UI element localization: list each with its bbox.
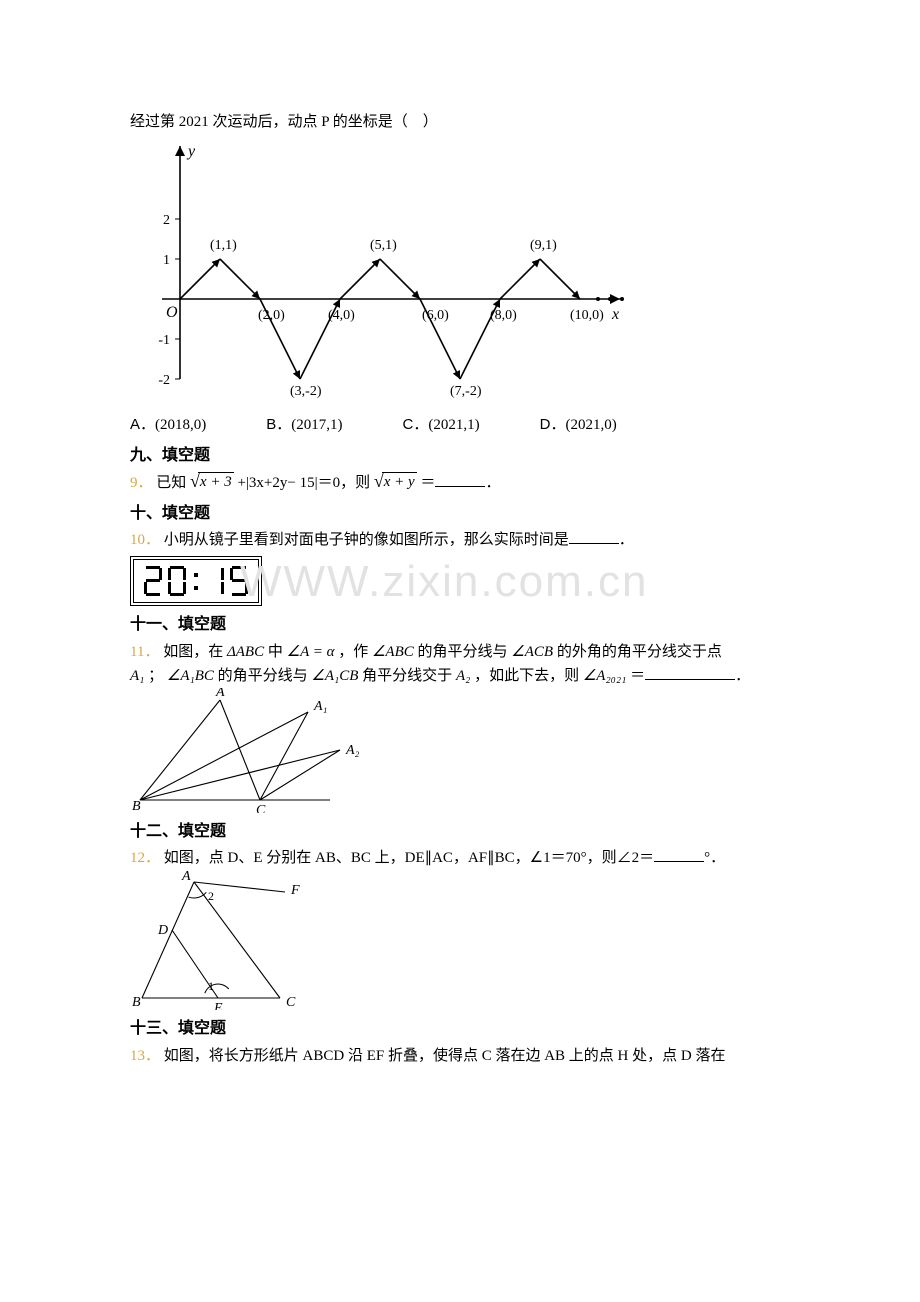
fig11: B C A A₁ A₂ [130, 688, 790, 813]
svg-text:(4,0): (4,0) [328, 308, 355, 323]
svg-text:-1: -1 [158, 333, 170, 348]
svg-text:(7,-2): (7,-2) [450, 384, 482, 399]
sec9-head: 九、填空题 [130, 443, 790, 469]
q13: 13． 如图，将长方形纸片 ABCD 沿 EF 折叠，使得点 C 落在边 AB … [130, 1044, 790, 1068]
svg-text:B: B [132, 995, 141, 1010]
svg-text:1: 1 [208, 979, 214, 993]
clock-image [130, 556, 262, 606]
svg-text:(9,1): (9,1) [530, 238, 557, 253]
svg-text:A: A [215, 688, 225, 700]
svg-text:F: F [290, 883, 300, 898]
svg-text:O: O [166, 304, 178, 321]
svg-text:B: B [132, 799, 141, 813]
svg-text:x: x [611, 306, 619, 323]
svg-text:(6,0): (6,0) [422, 308, 449, 323]
svg-text:-2: -2 [158, 373, 170, 388]
svg-text:A₂: A₂ [345, 743, 360, 758]
svg-text:D: D [157, 923, 168, 938]
svg-text:A₁: A₁ [313, 699, 327, 714]
watermark: WWW.zixin.com.cn [240, 547, 648, 617]
q12: 12． 如图，点 D、E 分别在 AB、BC 上，DE∥AC，AF∥BC，∠1＝… [130, 846, 790, 870]
svg-text:1: 1 [163, 253, 170, 268]
blank [645, 665, 735, 680]
q11-line2: A₁ ； ∠A₁BC 的角平分线与 ∠A₁CB 角平分线交于 A₂ ，如此下去，… [130, 664, 790, 688]
q9: 9． 已知 √x + 3 +|3x+2y− 15|＝0，则 √x + y ＝． [130, 471, 790, 495]
q-intro: 经过第 2021 次运动后，动点 P 的坐标是（ ） [130, 110, 790, 134]
sec10-head: 十、填空题 [130, 501, 790, 527]
svg-text:A: A [181, 870, 191, 884]
opt-a: A．(2018,0) [130, 413, 206, 437]
opt-d: D．(2021,0) [540, 413, 617, 437]
svg-text:(5,1): (5,1) [370, 238, 397, 253]
svg-text:C: C [256, 803, 266, 813]
blank [569, 530, 619, 545]
opt-b: B．(2017,1) [266, 413, 342, 437]
sec12-head: 十二、填空题 [130, 819, 790, 845]
svg-text:(3,-2): (3,-2) [290, 384, 322, 399]
svg-text:C: C [286, 995, 296, 1010]
zigzag-chart: -2 -1 1 2 Ox y (1,1) (2,0) (3,-2) (4,0) (5,1) (6,0)… [130, 134, 640, 409]
sqrt-icon: √x + y [374, 472, 417, 493]
fig12: A F B C D E 2 1 [130, 870, 790, 1010]
opt-c: C．(2021,1) [403, 413, 480, 437]
svg-text:E: E [213, 1001, 223, 1010]
svg-text:(2,0): (2,0) [258, 308, 285, 323]
svg-text:(10,0): (10,0) [570, 308, 604, 323]
svg-text:2: 2 [163, 213, 170, 228]
q8-options: A．(2018,0) B．(2017,1) C．(2021,1) D．(2021… [130, 413, 790, 437]
blank [435, 472, 485, 487]
sec13-head: 十三、填空题 [130, 1016, 790, 1042]
chart-q8: -2 -1 1 2 Ox y (1,1) (2,0) (3,-2) (4,0) (5,1) (6,0)… [130, 134, 790, 409]
svg-text:y: y [186, 143, 196, 160]
sqrt-icon: √x + 3 [190, 472, 234, 493]
svg-text:(1,1): (1,1) [210, 238, 237, 253]
q10: 10． 小明从镜子里看到对面电子钟的像如图所示，那么实际时间是． [130, 528, 790, 552]
blank [654, 848, 704, 863]
svg-text:2: 2 [208, 889, 214, 903]
sec11-head: 十一、填空题 [130, 612, 790, 638]
q11: 11． 如图，在 ΔABC 中 ∠A = α ，作 ∠ABC 的角平分线与 ∠A… [130, 640, 790, 664]
parallel-lines-figure: A F B C D E 2 1 [130, 870, 310, 1010]
svg-text:(8,0): (8,0) [490, 308, 517, 323]
triangle-bisector-figure: B C A A₁ A₂ [130, 688, 360, 813]
